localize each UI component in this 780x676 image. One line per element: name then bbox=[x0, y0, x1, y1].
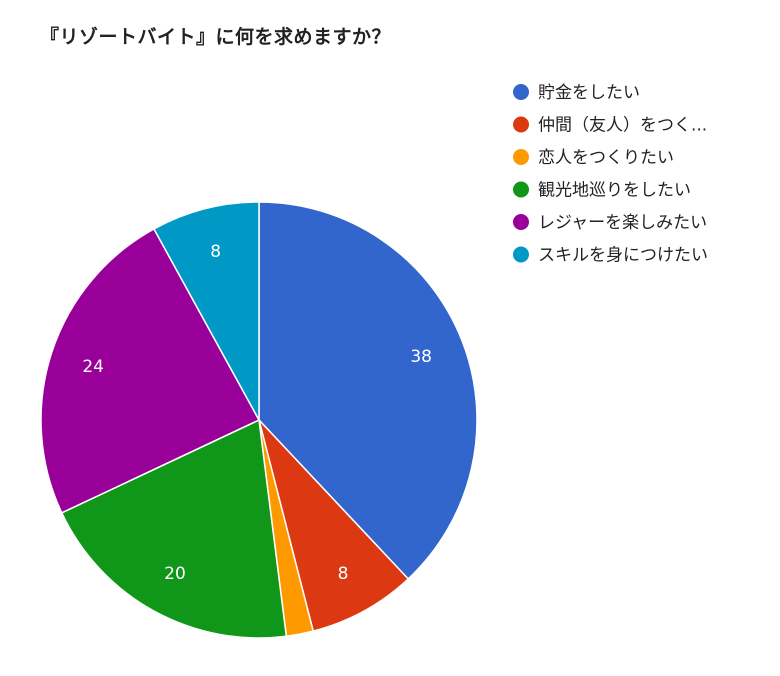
legend-label: レジャーを楽しみたい bbox=[538, 213, 707, 233]
chart-title: 『リゾートバイト』に何を求めますか？ bbox=[40, 26, 392, 48]
legend-label: 恋人をつくりたい bbox=[538, 147, 674, 168]
pie-slices bbox=[40, 201, 478, 639]
slice-data-label: 8 bbox=[210, 242, 221, 262]
slice-data-label: 8 bbox=[338, 564, 349, 584]
pie-slice bbox=[258, 201, 478, 580]
pie-slice bbox=[152, 201, 260, 421]
legend-marker bbox=[513, 84, 529, 100]
slice-data-label: 24 bbox=[82, 357, 104, 377]
pie-slice bbox=[60, 418, 288, 639]
legend-label: 仲間（友人）をつく... bbox=[538, 116, 707, 136]
legend-marker bbox=[513, 116, 529, 133]
pie-slice bbox=[40, 227, 261, 514]
legend-label: 観光地巡りをしたい bbox=[538, 181, 691, 201]
legend-marker bbox=[513, 246, 529, 263]
pie-slice bbox=[258, 419, 410, 633]
slice-data-label: 20 bbox=[164, 564, 186, 584]
legend-marker bbox=[513, 181, 529, 198]
legend-label: 貯金をしたい bbox=[538, 83, 640, 103]
slice-data-label: 38 bbox=[410, 347, 432, 367]
pie-slice-labels: 38 8 20 24 8 bbox=[82, 242, 432, 584]
legend-label: スキルを身につけたい bbox=[538, 246, 708, 266]
legend-marker bbox=[513, 149, 529, 165]
legend-marker bbox=[513, 214, 529, 230]
